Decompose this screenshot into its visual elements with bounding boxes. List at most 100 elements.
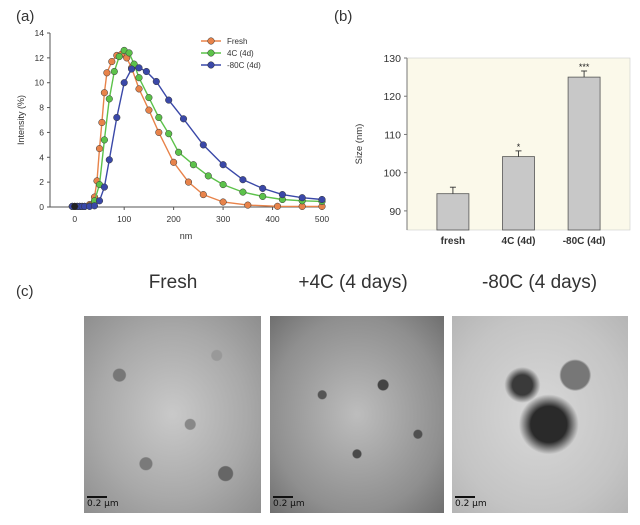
panel-label-a: (a) — [16, 8, 35, 25]
y-tick-label: 2 — [39, 177, 44, 187]
y-axis-label: Size (nm) — [354, 124, 365, 165]
data-point — [298, 194, 306, 202]
data-point — [219, 198, 227, 206]
data-point — [175, 148, 183, 156]
data-point — [98, 118, 106, 127]
data-point — [239, 176, 247, 184]
category-label: fresh — [441, 236, 465, 247]
data-point — [95, 145, 104, 153]
y-tick-label: 120 — [383, 91, 401, 103]
size-bar-chart: 90 100 110 120 130 Size (nm) fresh * 4C (4d) *** -… — [354, 53, 631, 247]
data-point — [199, 191, 207, 199]
category-label: -80C (4d) — [563, 236, 606, 247]
panel-label-b: (b) — [334, 8, 353, 25]
tem-image-fresh: 0.2 μm — [84, 316, 261, 513]
legend-marker — [207, 61, 215, 69]
data-point — [259, 184, 267, 192]
tem-image-4c: 0.2 μm — [270, 316, 444, 513]
data-point — [219, 161, 227, 169]
y-tick-label: 100 — [383, 168, 401, 180]
scale-bar-label: 0.2 μm — [273, 499, 305, 509]
data-point — [145, 106, 153, 114]
data-point — [135, 64, 143, 72]
data-point — [135, 85, 143, 93]
y-tick-label: 110 — [384, 129, 401, 141]
data-point — [165, 96, 173, 104]
data-point — [105, 156, 113, 164]
data-point — [278, 191, 286, 199]
x-tick-label: 300 — [216, 214, 230, 224]
bar — [436, 193, 470, 231]
data-point — [170, 158, 178, 166]
legend-entry: Fresh — [227, 37, 247, 46]
x-axis-label: nm — [180, 231, 193, 241]
data-point — [318, 195, 326, 204]
y-tick-label: 130 — [383, 53, 401, 65]
significance-marker: *** — [579, 62, 590, 72]
bar — [502, 156, 535, 231]
x-tick-label: 400 — [265, 214, 279, 224]
data-point — [204, 172, 212, 180]
data-point — [199, 141, 207, 149]
dls-intensity-chart: 0 2 4 6 8 10 12 14 0 100 200 300 400 500 nm Intensity (… — [16, 28, 329, 241]
em-title-4c: +4C (4 days) — [298, 272, 408, 293]
category-label: 4C (4d) — [502, 236, 536, 247]
data-point — [95, 197, 104, 205]
scale-bar-label: 0.2 μm — [87, 499, 119, 509]
scale-bar: 0.2 μm — [455, 496, 487, 509]
data-point — [219, 181, 227, 189]
data-point — [90, 202, 99, 210]
panel-label-c: (c) — [16, 283, 34, 300]
scale-bar-label: 0.2 μm — [455, 499, 487, 509]
data-point — [110, 67, 118, 76]
data-point — [155, 113, 163, 122]
series-line — [72, 53, 322, 208]
y-tick-label: 14 — [35, 28, 45, 38]
legend-marker — [207, 49, 215, 57]
em-title-fresh: Fresh — [148, 272, 198, 293]
x-tick-label: 100 — [117, 214, 131, 224]
bar — [567, 76, 601, 231]
data-point — [244, 201, 252, 209]
y-tick-label: 90 — [389, 206, 401, 218]
series-2 — [68, 64, 326, 210]
data-point — [115, 53, 123, 61]
data-point — [152, 77, 160, 86]
data-point — [184, 178, 193, 186]
data-point — [113, 113, 121, 122]
legend-marker — [207, 37, 215, 45]
data-point — [142, 67, 150, 76]
significance-marker: * — [517, 142, 521, 152]
scale-bar: 0.2 μm — [87, 496, 119, 509]
data-point — [100, 89, 108, 97]
data-point — [135, 74, 143, 82]
y-tick-label: 12 — [35, 53, 45, 63]
data-point — [103, 69, 111, 77]
data-point — [100, 136, 108, 144]
scale-bar: 0.2 μm — [273, 496, 305, 509]
x-tick-label: 0 — [72, 214, 77, 224]
legend-entry: 4C (4d) — [227, 49, 254, 58]
data-point — [239, 188, 247, 196]
data-point — [125, 49, 133, 57]
data-point — [273, 202, 282, 210]
data-point — [120, 79, 128, 87]
baseline-point — [71, 203, 79, 210]
em-title-80c: -80C (4 days) — [481, 272, 598, 293]
data-point — [189, 161, 197, 169]
data-point — [145, 94, 153, 102]
x-tick-label: 200 — [167, 214, 181, 224]
y-tick-label: 10 — [35, 78, 45, 88]
data-point — [155, 128, 163, 136]
data-point — [179, 115, 188, 123]
y-tick-label: 6 — [39, 127, 44, 137]
data-point — [259, 192, 267, 200]
tem-image-80c: 0.2 μm — [452, 316, 628, 513]
y-axis-label: Intensity (%) — [16, 95, 26, 145]
data-point — [105, 95, 113, 103]
x-tick-label: 500 — [315, 214, 329, 224]
y-tick-label: 8 — [39, 103, 44, 113]
data-point — [100, 183, 108, 191]
data-point — [165, 130, 173, 138]
series-line — [72, 67, 323, 208]
